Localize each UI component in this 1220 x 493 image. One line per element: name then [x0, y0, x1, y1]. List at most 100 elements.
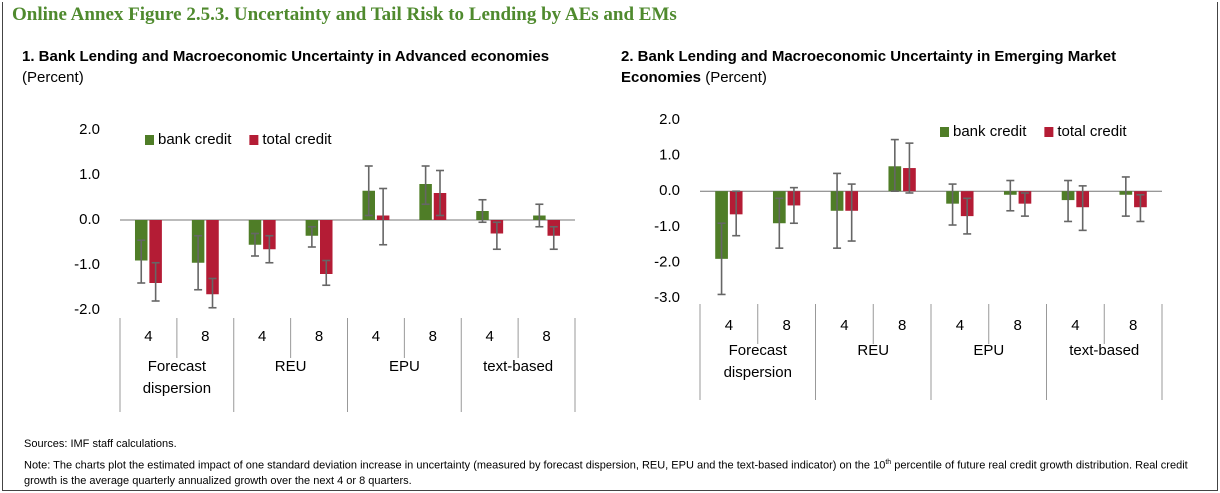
- x-tick-label: 8: [542, 328, 550, 345]
- x-tick-label: 8: [898, 317, 906, 334]
- error-bar: [208, 277, 217, 309]
- bar: [248, 220, 262, 245]
- error-bar: [948, 183, 957, 226]
- note-superscript: th: [885, 459, 892, 466]
- group-label-box: EPU: [388, 358, 420, 375]
- error-bar: [1136, 193, 1145, 223]
- error-bar: [775, 197, 784, 249]
- bar: [149, 220, 162, 283]
- note-text: percentile of future real credit growth …: [24, 459, 1188, 487]
- x-tick-label: 4: [725, 317, 733, 334]
- y-tick-label: 1.0: [79, 166, 100, 183]
- charts: 2.0 1.0 0.0 -1.0 -2.0 4 8 4 8 4 8 4 8 Forecast disper…: [74, 111, 1163, 412]
- error-bar: [963, 197, 972, 235]
- error-bar: [789, 186, 798, 225]
- y-tick-label: -3.0: [654, 289, 680, 306]
- x-tick-label: 8: [315, 328, 323, 345]
- error-bar: [421, 165, 430, 206]
- group-label: EPU: [973, 342, 1005, 359]
- y-tick-label: -1.0: [74, 256, 100, 273]
- y-tick-label: 2.0: [659, 111, 680, 128]
- group-label-box: EPU: [973, 342, 1005, 359]
- subplot-title: 2. Bank Lending and Macroeconomic Uncert…: [621, 48, 1117, 86]
- legend-swatch: [249, 135, 259, 145]
- x-tick-label: 4: [840, 317, 848, 334]
- subplot-title: 1. Bank Lending and Macroeconomic Uncert…: [22, 48, 550, 65]
- error-bar: [1064, 179, 1073, 223]
- x-tick-label: 4: [956, 317, 964, 334]
- group-label: text-based: [1069, 342, 1140, 359]
- y-tick-label: 0.0: [79, 211, 100, 228]
- y-tick-label: 2.0: [79, 121, 100, 138]
- x-tick-label: 4: [144, 328, 152, 345]
- error-bar: [307, 225, 316, 248]
- error-bar: [717, 222, 726, 296]
- group-label: text-based: [483, 358, 554, 375]
- error-bar: [732, 190, 741, 237]
- group-label-box: REU: [857, 342, 890, 359]
- group-label: EPU: [388, 358, 420, 375]
- x-tick-label: 4: [1071, 317, 1079, 334]
- note-text: Note: The charts plot the estimated impa…: [24, 459, 886, 472]
- legend-label: total credit: [262, 131, 332, 148]
- subplot-heading: 1. Bank Lending and Macroeconomic Uncert…: [22, 46, 582, 88]
- legend-label: bank credit: [158, 131, 232, 148]
- error-bar: [833, 172, 842, 249]
- x-tick-label: 8: [1013, 317, 1021, 334]
- legend-swatch: [145, 135, 154, 145]
- error-bar: [890, 138, 899, 192]
- note: Note: The charts plot the estimated impa…: [24, 455, 1209, 489]
- error-bar: [847, 183, 856, 242]
- group-label-box: text-based: [483, 358, 554, 375]
- x-tick-label: 8: [782, 317, 790, 334]
- x-tick-label: 4: [258, 328, 266, 345]
- x-tick-label: 8: [429, 328, 437, 345]
- error-bar: [194, 234, 203, 291]
- error-bar: [492, 221, 501, 251]
- group-label-box: Forecast dispersion: [723, 342, 792, 381]
- error-bar: [535, 203, 544, 228]
- x-tick-label: 8: [1129, 317, 1137, 334]
- group-label-box: REU: [274, 358, 307, 375]
- figure-title: Online Annex Figure 2.5.3. Uncertainty a…: [12, 4, 677, 25]
- error-bar: [265, 234, 274, 264]
- error-bar: [1078, 185, 1087, 232]
- error-bar: [905, 142, 914, 194]
- y-tick-label: -2.0: [74, 301, 100, 318]
- error-bar: [1006, 179, 1015, 212]
- error-bar: [478, 198, 487, 224]
- error-bar: [250, 232, 259, 257]
- error-bar: [151, 261, 160, 302]
- error-bar: [436, 169, 445, 217]
- error-bar: [1020, 192, 1029, 217]
- error-bar: [137, 239, 146, 284]
- y-tick-label: -2.0: [654, 253, 680, 270]
- x-tick-label: 8: [201, 328, 209, 345]
- group-label: Forecast dispersion: [723, 342, 792, 381]
- error-bar: [549, 225, 558, 251]
- subplot-heading: 2. Bank Lending and Macroeconomic Uncert…: [621, 46, 1181, 88]
- error-bar: [1121, 176, 1130, 217]
- y-tick-label: 0.0: [659, 182, 680, 199]
- y-tick-label: 1.0: [659, 147, 680, 164]
- group-label-box: Forecast dispersion: [142, 358, 212, 397]
- x-tick-label: 4: [486, 328, 494, 345]
- group-label: REU: [274, 358, 307, 375]
- group-label-box: text-based: [1069, 342, 1140, 359]
- error-bar: [379, 187, 388, 246]
- group-label: Forecast dispersion: [142, 358, 212, 397]
- group-label: REU: [857, 342, 890, 359]
- legend-label: total credit: [1057, 123, 1127, 140]
- legend-label: bank credit: [953, 123, 1027, 140]
- subplot-unit: (Percent): [22, 69, 84, 86]
- error-bar: [364, 165, 373, 217]
- bar: [263, 220, 276, 250]
- bar: [206, 220, 219, 295]
- error-bar: [322, 259, 331, 287]
- y-tick-label: -1.0: [654, 218, 680, 235]
- x-tick-label: 4: [372, 328, 380, 345]
- legend-swatch: [1044, 127, 1054, 137]
- subplot-unit: (Percent): [705, 69, 767, 86]
